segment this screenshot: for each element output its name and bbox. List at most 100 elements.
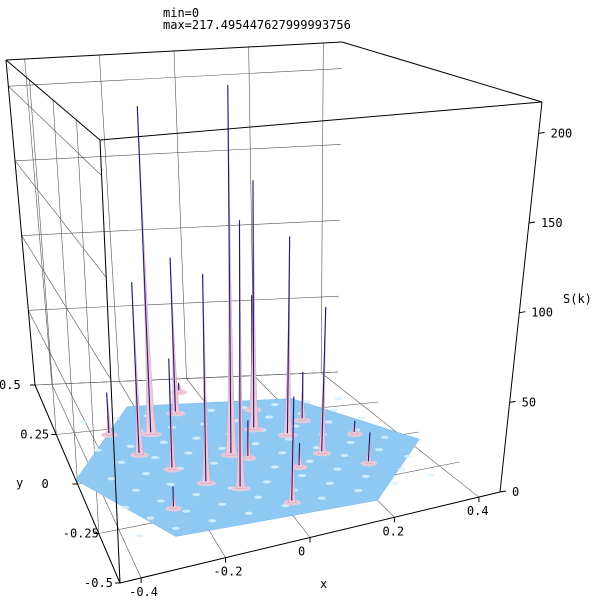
peak-shade — [291, 396, 295, 501]
grid-line — [24, 58, 53, 385]
peak — [165, 486, 182, 512]
peak-series — [100, 84, 378, 512]
base-hexagon — [75, 398, 420, 537]
base-ripple — [126, 444, 135, 448]
peak — [312, 306, 332, 457]
peak — [346, 420, 363, 438]
base-ripple — [141, 472, 150, 476]
x-tick-label: 0.4 — [467, 504, 489, 518]
base-ripple — [79, 420, 88, 424]
base-ripple — [192, 492, 201, 497]
grid-line — [52, 99, 78, 485]
base-ripple — [375, 448, 384, 452]
peak — [130, 282, 149, 458]
z-axis-label: S(k) — [563, 292, 592, 306]
peak-shade — [286, 236, 291, 434]
peak-shade — [131, 282, 140, 453]
grid-line — [173, 50, 187, 379]
x-tick-label: 0.2 — [382, 524, 404, 538]
peak — [230, 220, 251, 492]
peak-shade — [202, 274, 207, 482]
base-ripple — [156, 499, 165, 503]
box-edge — [99, 139, 121, 584]
peak-shade — [367, 432, 371, 462]
z-tick-label: 200 — [551, 126, 573, 140]
peak-shade — [168, 358, 173, 468]
base-ripple — [182, 509, 191, 513]
base-ripple — [251, 442, 260, 446]
base-ripple — [390, 481, 399, 485]
z-tick — [509, 400, 516, 403]
base-ripple — [171, 526, 180, 530]
base-ripple — [278, 451, 287, 455]
base-ripple — [397, 467, 406, 472]
base-ripple — [298, 473, 307, 478]
base-ripple — [346, 440, 355, 444]
base-ripple — [135, 534, 144, 538]
bounding-box — [5, 41, 543, 584]
base-ripple — [107, 477, 116, 481]
base-ripple — [334, 397, 343, 401]
base-ripple — [262, 480, 271, 484]
y-tick-label: -0.5 — [84, 576, 113, 590]
base-ripple — [93, 448, 102, 452]
z-tick — [519, 311, 526, 314]
base-ripple — [354, 489, 363, 493]
peak — [243, 180, 265, 433]
x-axis-label: x — [320, 577, 327, 591]
base-ripple — [357, 416, 366, 420]
z-tick — [499, 490, 507, 493]
peak — [136, 106, 162, 438]
peak — [163, 358, 182, 473]
base-ripple — [329, 408, 338, 412]
y-tick-label: 0.5 — [0, 378, 21, 392]
base-ripple — [285, 437, 294, 441]
max-label: max=217.495447627999993756 — [163, 18, 351, 32]
base-ripple — [146, 516, 155, 520]
peak-body — [137, 106, 158, 435]
x-tick-label: 0 — [298, 545, 305, 559]
base-ripple — [380, 435, 389, 439]
z-tick — [528, 221, 536, 224]
base-ripple — [317, 496, 326, 500]
y-tick-label: -0.25 — [63, 527, 99, 541]
base-ripple — [218, 446, 227, 450]
base-ripple — [166, 482, 175, 486]
base-surface — [75, 397, 436, 538]
base-ripple — [111, 417, 120, 421]
box-edge — [5, 59, 101, 141]
base-ripple — [270, 402, 279, 407]
axis-ticks: 0 50 100 150 200 -0.4 -0.2 0 0.2 0.4 -0.5 -0.25 0 0.2… — [0, 126, 572, 599]
grid-line — [99, 54, 120, 382]
box-edge — [5, 41, 343, 61]
z-tick-label: 100 — [531, 306, 553, 320]
peak-shade — [227, 84, 232, 454]
base-ripple — [312, 446, 321, 450]
peak — [294, 371, 311, 424]
y-tick-label: 0 — [42, 477, 49, 491]
box-edge — [5, 59, 36, 386]
z-tick-label: 0 — [512, 485, 519, 499]
base-ripple — [244, 511, 253, 515]
peak-shade — [136, 106, 152, 433]
peak-shade — [106, 392, 110, 434]
base-ripple — [305, 459, 314, 463]
peak-shade — [301, 371, 304, 419]
peak — [360, 432, 378, 467]
base-ripple — [325, 481, 334, 485]
base-ripple — [333, 467, 342, 471]
box-edge — [99, 101, 543, 141]
base-ripple — [302, 400, 311, 404]
base-ripple — [340, 453, 349, 458]
x-tick-label: -0.4 — [129, 585, 158, 599]
y-tick-label: 0.25 — [20, 428, 49, 442]
base-ripple — [218, 502, 227, 506]
z-tick-label: 150 — [541, 216, 563, 230]
base-ripple — [270, 465, 279, 469]
base-ripple — [117, 460, 126, 464]
base-ripple — [403, 454, 412, 458]
base-ripple — [121, 505, 130, 509]
base-ripple — [192, 436, 201, 440]
z-tick — [538, 131, 545, 134]
